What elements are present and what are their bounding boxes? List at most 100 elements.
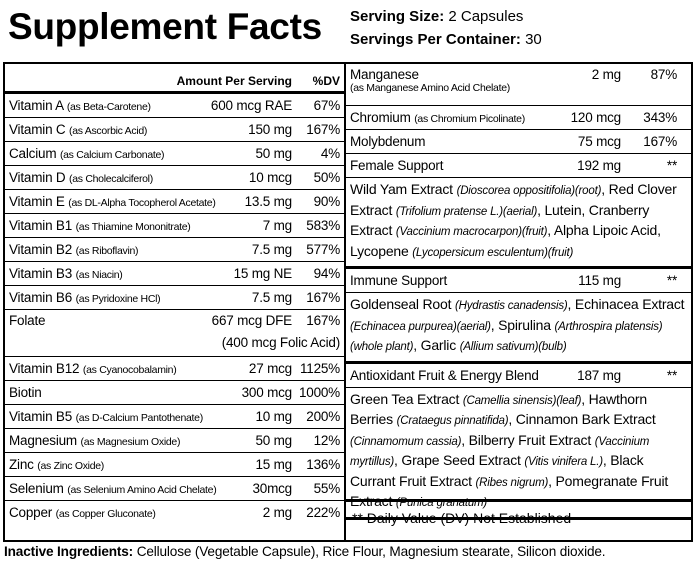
daily-value: ** <box>666 273 677 288</box>
botanical-name: (Vaccinium myrtillus) <box>350 435 650 469</box>
nutrient-source: (as Pyridoxine HCl) <box>75 293 161 305</box>
daily-value: 167% <box>306 122 340 137</box>
nutrient: Zinc (as Zinc Oxide) <box>9 457 255 472</box>
nutrient: Antioxidant Fruit & Energy Blend <box>350 368 577 383</box>
botanical-name: (Ribes nigrum) <box>475 476 549 489</box>
nutrient-row: Magnesium (as Magnesium Oxide) 50 mg 12% <box>5 429 344 453</box>
column-header: Amount Per Serving %DV <box>5 64 344 94</box>
amount: 2 mg <box>262 505 292 520</box>
nutrient-name: Vitamin C <box>9 122 66 137</box>
nutrient: Vitamin B2 (as Riboflavin) <box>9 242 252 257</box>
nutrient-row: Vitamin D (as Cholecalciferol) 10 mcg 50% <box>5 166 344 190</box>
nutrient-row: Vitamin B6 (as Pyridoxine HCl) 7.5 mg 167% <box>5 286 344 310</box>
nutrient-name: Vitamin A <box>9 98 64 113</box>
nutrient-source: (as Thiamine Mononitrate) <box>75 221 191 233</box>
nutrient-source: (as Selenium Amino Acid Chelate) <box>67 484 217 496</box>
daily-value: 1125% <box>299 361 340 376</box>
nutrient-name: Calcium <box>9 146 57 161</box>
nutrient: Selenium (as Selenium Amino Acid Chelate… <box>9 481 252 496</box>
amount: 2 mg <box>591 67 621 82</box>
daily-value: ** <box>666 158 677 173</box>
nutrient-name: Biotin <box>9 385 42 400</box>
nutrient-name: Vitamin B1 <box>9 218 73 233</box>
ingredient: Wild Yam Extract <box>350 181 457 197</box>
nutrient-source: (as Manganese Amino Acid Chelate) <box>350 82 510 94</box>
nutrient-row: Biotin 300 mcg 1000% <box>5 381 344 405</box>
nutrient: Vitamin B6 (as Pyridoxine HCl) <box>9 290 252 305</box>
nutrient-source: (as Zinc Oxide) <box>37 460 104 472</box>
label: Serving Size: <box>350 8 445 25</box>
nutrient-row: Selenium (as Selenium Amino Acid Chelate… <box>5 477 344 501</box>
nutrient-name: Manganese <box>350 67 419 82</box>
nutrient-row: Vitamin B12 (as Cyanocobalamin) 27 mcg 112… <box>5 357 344 381</box>
label: Servings Per Container: <box>350 31 521 48</box>
botanical-name: (Camellia sinensis)(leaf) <box>462 394 582 407</box>
daily-value: 167% <box>643 134 677 149</box>
nutrient-row: Manganese (as Manganese Amino Acid Chelat… <box>346 64 691 106</box>
amount: 600 mcg RAE <box>210 98 292 113</box>
facts-box: Amount Per Serving %DV Vitamin A (as Bet… <box>3 62 693 542</box>
ingredient: Green Tea Extract <box>350 390 463 407</box>
daily-value: 90% <box>313 194 341 209</box>
botanical-name: (Vitis vinifera L.) <box>524 456 603 468</box>
daily-value: 167% <box>306 290 340 305</box>
nutrient-row: Chromium (as Chromium Picolinate) 120 mcg… <box>346 106 691 130</box>
nutrient-name: Vitamin B12 <box>9 361 80 376</box>
nutrient: Female Support <box>350 158 577 173</box>
right-rows: Manganese (as Manganese Amino Acid Chelat… <box>346 64 691 520</box>
amount: 75 mcg <box>577 134 621 149</box>
botanical-name: (Arthrospira platensis)(whole plant) <box>350 320 663 354</box>
nutrient: Vitamin D (as Cholecalciferol) <box>9 170 249 185</box>
ingredient: , Alpha Lipoic Acid, Lycopene <box>350 222 661 259</box>
nutrient-name: Immune Support <box>350 273 447 288</box>
nutrient-source: (as Chromium Picolinate) <box>414 113 525 125</box>
amount: 7 mg <box>262 218 292 233</box>
nutrient: Biotin <box>9 385 242 400</box>
nutrient-row: Antioxidant Fruit & Energy Blend 187 mg ** <box>346 364 691 388</box>
nutrient-source: (as DL-Alpha Tocopherol Acetate) <box>68 197 216 209</box>
ingredient: , Lutein, Cranberry Extract <box>350 201 650 239</box>
nutrient-row: Vitamin C (as Ascorbic Acid) 150 mg 167% <box>5 118 344 142</box>
nutrient-name: Magnesium <box>9 433 77 448</box>
nutrient: Vitamin B5 (as D-Calcium Pantothenate) <box>9 409 255 424</box>
nutrient-source: (as Calcium Carbonate) <box>59 149 165 161</box>
daily-value: 94% <box>313 266 341 281</box>
daily-value: 4% <box>320 146 340 161</box>
daily-value: 12% <box>313 433 341 448</box>
ingredient: , Cinnamon Bark Extract <box>508 411 656 427</box>
nutrient-row: Immune Support 115 mg ** <box>346 269 691 293</box>
amount: 30mcg <box>252 481 292 496</box>
serving-size: Serving Size: 2 Capsules <box>350 8 523 25</box>
botanical-name: (Crataegus pinnatifida) <box>396 415 509 427</box>
ingredient: , Echinacea Extract <box>567 296 685 312</box>
nutrient-row: Vitamin E (as DL-Alpha Tocopherol Acetat… <box>5 190 344 214</box>
nutrient-source: (as D-Calcium Pantothenate) <box>75 412 204 424</box>
ingredient: , Spirulina <box>490 316 555 333</box>
amount-header: Amount Per Serving <box>176 74 292 88</box>
nutrient: Vitamin B12 (as Cyanocobalamin) <box>9 361 249 376</box>
amount: 10 mg <box>255 409 292 424</box>
divider <box>346 499 691 502</box>
nutrient-name: Copper <box>9 505 53 520</box>
nutrient: Immune Support <box>350 273 578 288</box>
daily-value: 55% <box>313 481 341 496</box>
botanical-name: (Trifolium pratense L.)(aerial) <box>395 205 538 218</box>
nutrient-name: Chromium <box>350 110 411 125</box>
text: Cellulose (Vegetable Capsule), Rice Flou… <box>136 544 606 559</box>
amount: 50 mg <box>255 433 292 448</box>
nutrient-source: (as Niacin) <box>75 269 123 281</box>
nutrient-row: Folate 667 mcg DFE 167% (400 mcg Folic Acid… <box>5 310 344 357</box>
amount: 10 mcg <box>248 170 292 185</box>
nutrient-row: Vitamin A (as Beta-Carotene) 600 mcg RAE 6… <box>5 94 344 118</box>
nutrient: Vitamin B1 (as Thiamine Mononitrate) <box>9 218 263 233</box>
amount: 7.5 mg <box>251 290 292 305</box>
dv-header: %DV <box>312 74 340 88</box>
ingredient: , Hawthorn Berries <box>350 390 647 428</box>
amount: 120 mcg <box>570 110 622 125</box>
nutrient-row: Female Support 192 mg ** <box>346 154 691 178</box>
nutrient-name: Vitamin B5 <box>9 409 73 424</box>
daily-value: 343% <box>643 110 677 125</box>
amount-note: (400 mcg Folic Acid) <box>221 334 340 350</box>
nutrient-name: Vitamin D <box>9 170 66 185</box>
nutrient: Copper (as Copper Gluconate) <box>9 505 263 520</box>
